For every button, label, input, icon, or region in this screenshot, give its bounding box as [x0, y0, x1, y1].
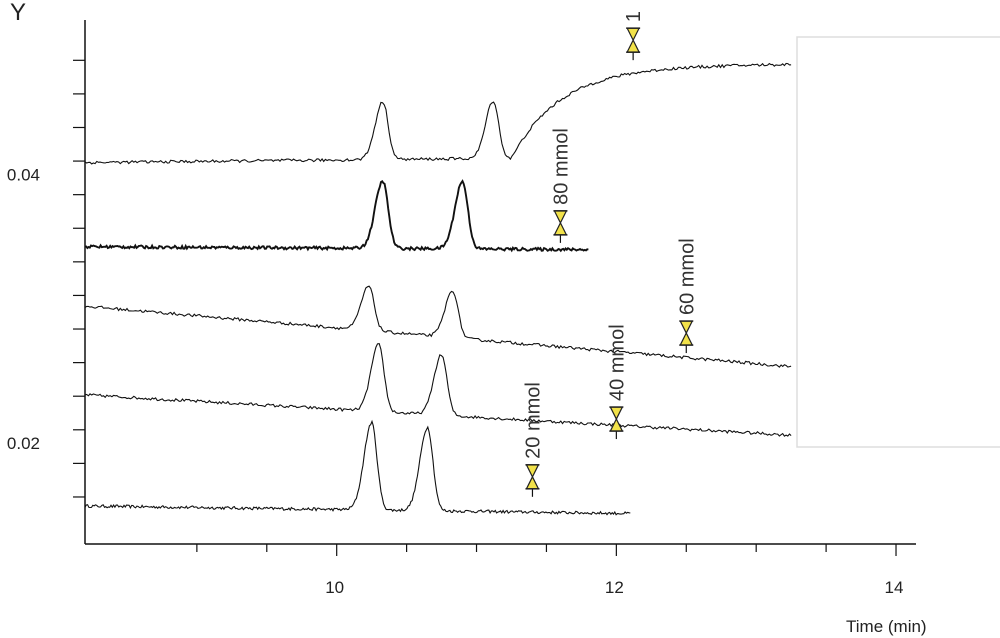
- marker-label: 1: [623, 11, 645, 22]
- hourglass-icon: [626, 27, 641, 53]
- marker-label: 20 mmol: [522, 382, 544, 459]
- series-line: [84, 285, 792, 368]
- series-line: [84, 62, 792, 165]
- y-tick-label: 0.02: [7, 434, 40, 453]
- y-tick-label: 0.04: [7, 166, 40, 185]
- hourglass-icon: [525, 464, 540, 490]
- x-tick-label: 14: [885, 578, 904, 597]
- hourglass-icon: [553, 210, 568, 236]
- series-line: [84, 419, 631, 516]
- x-tick-label: 10: [325, 578, 344, 597]
- series-line: [84, 179, 589, 253]
- hourglass-icon: [679, 320, 694, 346]
- y-axis-label: Y: [10, 0, 26, 26]
- legend-box: [796, 36, 1000, 448]
- marker-label: 60 mmol: [676, 238, 698, 315]
- marker-label: 80 mmol: [550, 128, 572, 205]
- x-axis-label: Time (min): [846, 617, 927, 636]
- x-tick-label: 12: [605, 578, 624, 597]
- series-line: [84, 342, 792, 437]
- hourglass-icon: [609, 406, 624, 432]
- marker-label: 40 mmol: [606, 324, 628, 401]
